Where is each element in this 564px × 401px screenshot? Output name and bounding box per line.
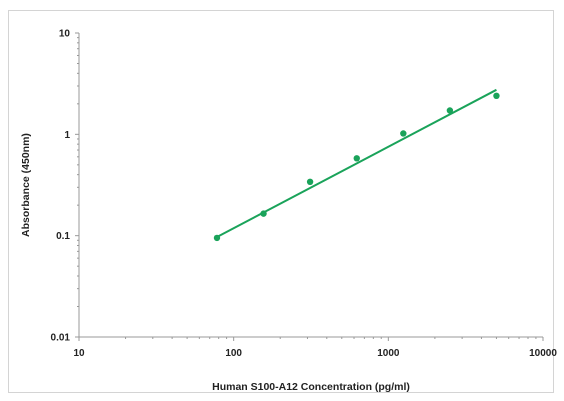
x-tick-label: 10000 xyxy=(529,348,557,359)
data-point xyxy=(400,130,407,137)
data-point xyxy=(213,234,221,242)
data-point xyxy=(493,92,500,100)
x-tick-label: 100 xyxy=(225,348,242,359)
data-point xyxy=(306,178,314,186)
x-tick-label: 10 xyxy=(73,348,85,359)
y-ticks: 10 1 0.1 0.01 xyxy=(51,29,79,344)
y-tick-label: 1 xyxy=(64,130,70,141)
x-axis-title: Human S100-A12 Concentration (pg/ml) xyxy=(212,381,410,393)
y-tick-label: 10 xyxy=(59,29,71,40)
plot-area xyxy=(213,88,500,242)
data-point xyxy=(353,155,360,162)
y-axis-title: Absorbance (450nm) xyxy=(20,133,32,237)
x-ticks: 10 100 1000 10000 xyxy=(73,337,557,359)
axes xyxy=(78,33,543,338)
chart-frame xyxy=(8,10,554,393)
x-tick-label: 1000 xyxy=(377,348,400,359)
y-tick-label: 0.01 xyxy=(51,333,71,344)
y-tick-label: 0.1 xyxy=(56,231,70,242)
data-point xyxy=(260,210,267,217)
data-point xyxy=(446,107,454,114)
fit-line xyxy=(216,88,497,238)
